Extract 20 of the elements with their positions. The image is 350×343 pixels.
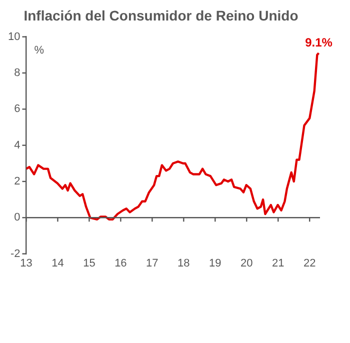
x-tick-label: 13	[20, 257, 32, 270]
x-tick-label: 20	[240, 257, 253, 270]
y-tick-label: 8	[14, 67, 20, 79]
x-tick-label: 15	[83, 257, 96, 270]
x-tick-label: 21	[272, 257, 284, 270]
chart-title: Inflación del Consumidor de Reino Unido	[24, 7, 298, 24]
x-tick-label: 14	[52, 257, 64, 270]
x-tick-label: 22	[303, 257, 316, 270]
y-tick-label: 2	[14, 176, 20, 188]
y-axis-title: %	[34, 44, 44, 56]
y-tick-label: 10	[8, 30, 20, 43]
y-tick-label: 6	[14, 103, 20, 116]
annotation: 9.1%	[305, 35, 333, 50]
x-tick-label: 17	[146, 257, 158, 270]
x-tick-label: 16	[114, 257, 127, 270]
y-tick-label: 4	[14, 139, 20, 152]
y-tick-label: 0	[14, 212, 20, 224]
x-tick-label: 19	[209, 257, 222, 270]
x-tick-label: 18	[178, 257, 190, 270]
y-tick-label: -2	[10, 248, 20, 260]
